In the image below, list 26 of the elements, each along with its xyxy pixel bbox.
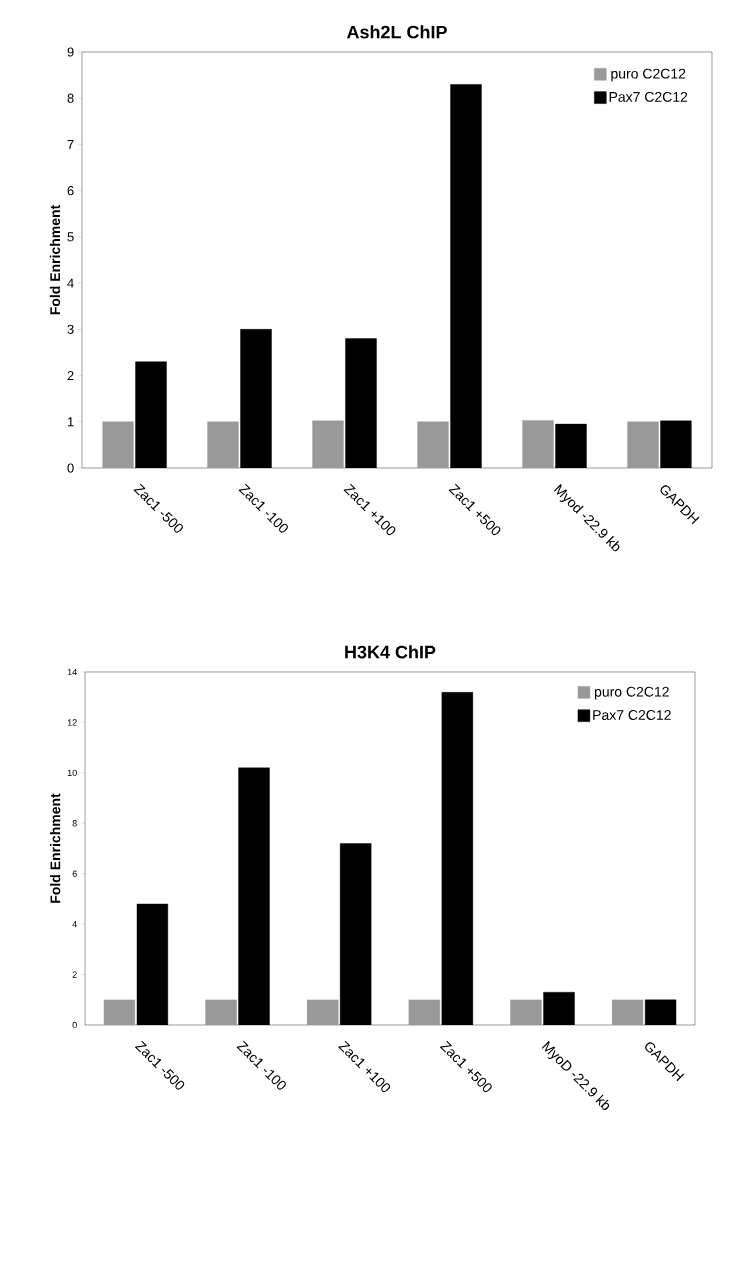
y-tick-label: 7 xyxy=(67,139,74,149)
y-tick-label: 5 xyxy=(67,232,74,242)
y-tick-label: 10 xyxy=(67,769,77,777)
y-tick-label: 1 xyxy=(67,417,74,427)
y-tick-label: 2 xyxy=(67,371,74,381)
y-tick-label: 12 xyxy=(67,719,77,726)
y-tick-label: 3 xyxy=(67,324,74,334)
y-tick-label: 8 xyxy=(67,93,74,103)
chart-title: Ash2L ChIP xyxy=(346,25,447,39)
legend-label: puro C2C12 xyxy=(594,686,669,700)
legend-label: Pax7 C2C12 xyxy=(593,710,671,720)
y-axis-title: Fold Enrichment xyxy=(50,793,61,903)
y-axis-title: Fold Enrichment xyxy=(49,204,61,315)
y-tick-label: 2 xyxy=(72,971,77,978)
y-tick-label: 6 xyxy=(72,870,77,877)
y-tick-label: 0 xyxy=(67,463,74,473)
y-tick-label: 8 xyxy=(72,820,77,827)
chart-title: H3K4 ChIP xyxy=(345,645,436,659)
legend-label: puro C2C12 xyxy=(611,68,686,82)
y-tick-label: 4 xyxy=(72,921,77,928)
legend-label: Pax7 C2C12 xyxy=(609,91,688,102)
y-tick-label: 0 xyxy=(72,1021,77,1029)
y-tick-label: 4 xyxy=(67,278,74,288)
y-tick-label: 6 xyxy=(67,186,74,196)
y-tick-label: 9 xyxy=(67,47,74,57)
y-tick-label: 14 xyxy=(67,668,77,676)
